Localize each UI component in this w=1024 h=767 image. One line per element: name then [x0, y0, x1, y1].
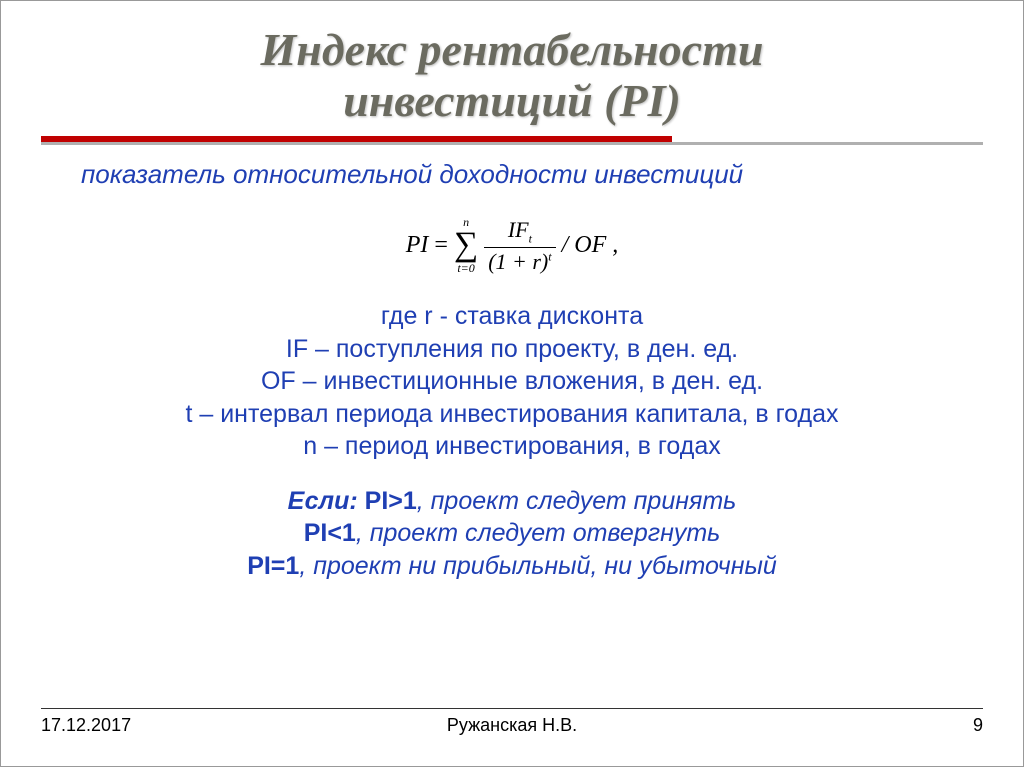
footer: 17.12.2017 Ружанская Н.В. 9	[41, 708, 983, 738]
decision-rules: Если: PI>1, проект следует принять PI<1,…	[41, 485, 983, 583]
den-sup: t	[548, 249, 551, 263]
rule-2: PI=1, проект ни прибыльный, ни убыточный	[41, 550, 983, 583]
title-line-2: инвестиций (PI)	[41, 76, 983, 127]
gray-rule	[41, 142, 983, 145]
formula-eq: =	[434, 232, 448, 259]
rule-1-cond: PI<1	[304, 519, 356, 547]
fraction: IFt (1 + r)t	[484, 218, 555, 273]
fraction-numerator: IFt	[504, 218, 536, 245]
den-base: (1 + r)	[488, 249, 548, 274]
formula-divide: / OF ,	[562, 232, 619, 259]
slide-title: Индекс рентабельности инвестиций (PI)	[41, 25, 983, 126]
summation: n ∑ t=0	[454, 216, 478, 274]
formula: PI = n ∑ t=0 IFt (1 + r)t / OF ,	[41, 216, 983, 274]
rule-0-cond: PI>1	[365, 487, 417, 515]
subtitle: показатель относительной доходности инве…	[41, 159, 983, 190]
rule-0-text: , проект следует принять	[417, 487, 737, 515]
rule-1: PI<1, проект следует отвергнуть	[41, 517, 983, 550]
fraction-bar	[484, 247, 555, 248]
slide: Индекс рентабельности инвестиций (PI) по…	[1, 1, 1023, 766]
formula-lhs: PI	[406, 232, 429, 259]
footer-author: Ружанская Н.В.	[41, 715, 983, 736]
fraction-denominator: (1 + r)t	[484, 250, 555, 273]
rule-2-cond: PI=1	[247, 552, 299, 580]
title-line-1: Индекс рентабельности	[41, 25, 983, 76]
def-line-3: t – интервал периода инвестирования капи…	[41, 398, 983, 431]
def-line-2: OF – инвестиционные вложения, в ден. ед.	[41, 365, 983, 398]
sum-lower: t=0	[457, 262, 474, 274]
num-sub: t	[529, 231, 532, 245]
def-line-4: n – период инвестирования, в годах	[41, 430, 983, 463]
rule-2-text: , проект ни прибыльный, ни убыточный	[299, 552, 776, 580]
rule-0: Если: PI>1, проект следует принять	[41, 485, 983, 518]
rule-1-text: , проект следует отвергнуть	[356, 519, 720, 547]
rule-lead: Если:	[288, 487, 365, 515]
sigma-icon: ∑	[454, 228, 478, 262]
definitions: где r - ставка дисконта IF – поступления…	[41, 300, 983, 463]
title-underline	[41, 136, 983, 145]
def-line-0: где r - ставка дисконта	[41, 300, 983, 333]
num-base: IF	[508, 217, 529, 242]
def-line-1: IF – поступления по проекту, в ден. ед.	[41, 333, 983, 366]
